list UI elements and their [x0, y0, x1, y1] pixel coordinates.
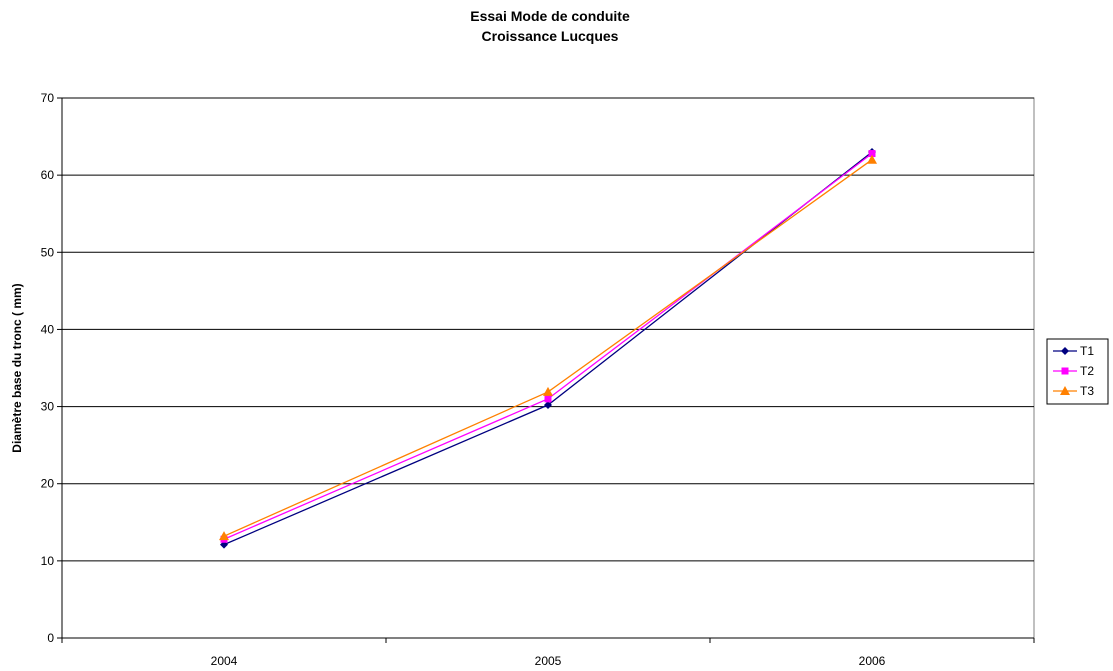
chart-subtitle: Croissance Lucques — [482, 28, 619, 44]
data-point — [543, 386, 553, 396]
y-tick-label: 60 — [41, 168, 55, 182]
legend-label: T3 — [1080, 384, 1094, 398]
x-tick-label: 2006 — [859, 654, 886, 668]
y-tick-label: 10 — [41, 554, 55, 568]
legend-label: T2 — [1080, 364, 1094, 378]
chart-title: Essai Mode de conduite — [470, 8, 630, 24]
y-tick-label: 0 — [47, 631, 54, 645]
legend-entry: T2 — [1053, 364, 1094, 378]
y-tick-label: 70 — [41, 91, 55, 105]
y-tick-label: 20 — [41, 477, 55, 491]
y-tick-label: 40 — [41, 322, 55, 336]
y-tick-label: 50 — [41, 245, 55, 259]
y-axis-label: Diamètre base du tronc ( mm) — [10, 283, 24, 452]
series-group — [219, 148, 877, 549]
plot-area — [61, 97, 1035, 639]
data-point — [544, 401, 552, 410]
y-tick-label: 30 — [41, 400, 55, 414]
x-tick-label: 2004 — [211, 654, 238, 668]
legend-entry: T3 — [1053, 384, 1094, 398]
data-point — [868, 150, 876, 158]
data-point — [219, 531, 229, 541]
x-tick-label: 2005 — [535, 654, 562, 668]
legend: T1 T2 T3 — [1046, 338, 1109, 405]
data-point — [544, 395, 552, 403]
axes: 0 10 20 30 40 50 60 70 2004 2005 2006 — [41, 91, 1035, 668]
legend-label: T1 — [1080, 344, 1094, 358]
legend-marker — [1061, 367, 1069, 375]
data-point — [867, 154, 877, 164]
legend-marker — [1060, 386, 1070, 395]
series-t3 — [219, 154, 877, 541]
legend-entry: T1 — [1053, 344, 1094, 358]
legend-marker — [1061, 347, 1069, 355]
